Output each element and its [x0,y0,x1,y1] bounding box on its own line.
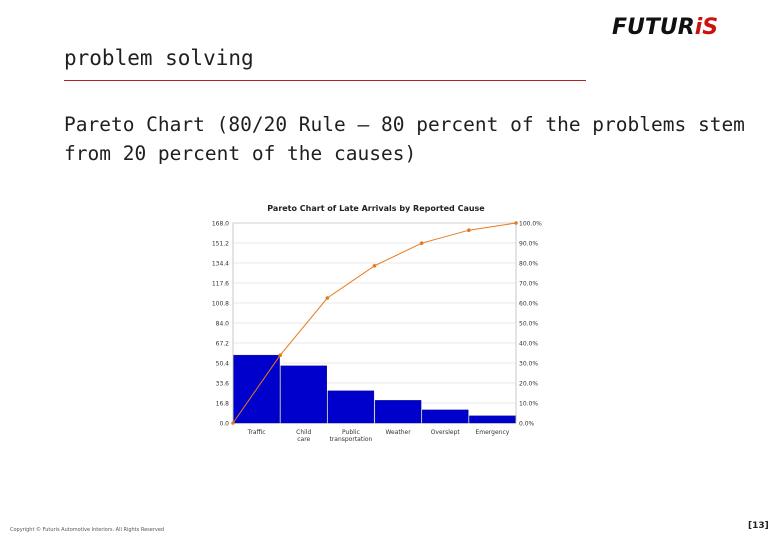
logo-text-main: FUTUR [612,15,695,38]
logo-text-accent: iS [695,15,718,38]
x-tick-label: transportation [329,436,372,443]
y-tick-label: 100.8 [212,301,229,308]
y-tick-label: 117.6 [212,281,229,288]
y-tick-label: 134.4 [212,261,229,268]
page-number: [13] [748,521,769,531]
y-tick-label: 33.6 [216,381,230,388]
y-tick-label: 168.0 [212,221,229,228]
bar-3 [374,400,422,424]
y-tick-label: 67.2 [216,341,230,348]
x-tick-label: care [297,436,310,443]
bar-5 [469,415,516,424]
y2-tick-label: 100.0% [519,221,542,228]
cumulative-point-4 [419,241,424,245]
copyright-notice: Copyright © Futuris Automotive Interiors… [10,527,165,533]
x-tick-label: Overslept [431,429,461,436]
y2-tick-label: 0.0% [519,421,535,428]
slide-heading: Pareto Chart (80/20 Rule – 80 percent of… [64,113,745,165]
x-tick-label: Weather [385,429,411,436]
logo-text: FUTURiS [612,15,718,38]
y2-tick-label: 80.0% [519,261,538,268]
y2-tick-label: 40.0% [519,341,538,348]
y2-tick-label: 20.0% [519,381,538,388]
y-tick-label: 16.8 [216,401,230,408]
cumulative-point-5 [467,228,471,232]
x-tick-label: Emergency [475,429,509,436]
bar-4 [422,409,469,424]
cumulative-point-3 [372,264,377,268]
y2-tick-label: 90.0% [519,241,538,248]
pareto-chart: Pareto Chart of Late Arrivals by Reporte… [212,204,542,443]
y2-tick-label: 30.0% [519,361,538,368]
y2-tick-label: 70.0% [519,281,538,288]
cumulative-point-0 [231,421,235,425]
x-tick-label: Traffic [247,429,266,436]
bar-1 [280,365,327,424]
cumulative-point-6 [514,221,518,225]
y-tick-label: 0.0 [219,421,229,428]
y-tick-label: 151.2 [212,241,229,248]
cumulative-point-2 [325,296,330,300]
title-divider [64,80,586,81]
x-tick-label: Public [342,429,360,436]
cumulative-point-1 [278,353,282,357]
bar-2 [327,390,375,424]
y2-tick-label: 10.0% [519,401,538,408]
y-tick-label: 50.4 [216,361,230,368]
y2-tick-label: 50.0% [519,321,538,328]
chart-title: Pareto Chart of Late Arrivals by Reporte… [267,204,485,213]
slide-title: problem solving [64,46,254,70]
y-tick-label: 84.0 [216,321,230,328]
y2-tick-label: 60.0% [519,301,538,308]
futuris-logo: FUTURiS [612,15,718,38]
x-tick-label: Child [296,429,311,436]
